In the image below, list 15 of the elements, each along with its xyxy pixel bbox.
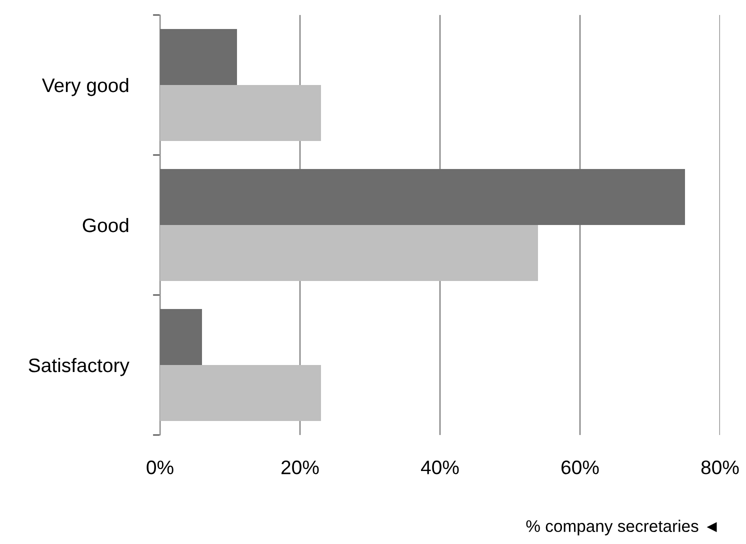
bar xyxy=(160,85,321,141)
x-tick-label: 0% xyxy=(146,460,174,474)
x-tick-label: 80% xyxy=(701,460,739,474)
bar xyxy=(160,29,237,85)
bar xyxy=(160,309,202,365)
x-tick-label: 60% xyxy=(562,460,599,474)
y-tick-label: Satisfactory xyxy=(28,358,130,376)
y-tick-label: Very good xyxy=(42,78,128,96)
y-tick-label: Good xyxy=(82,218,128,232)
x-axis-title: % company secretaries ◄ xyxy=(526,520,717,536)
bar xyxy=(160,225,538,281)
x-tick-label: 40% xyxy=(420,460,459,474)
bar xyxy=(160,365,321,421)
bar xyxy=(160,169,685,225)
x-tick-label: 20% xyxy=(282,460,319,474)
